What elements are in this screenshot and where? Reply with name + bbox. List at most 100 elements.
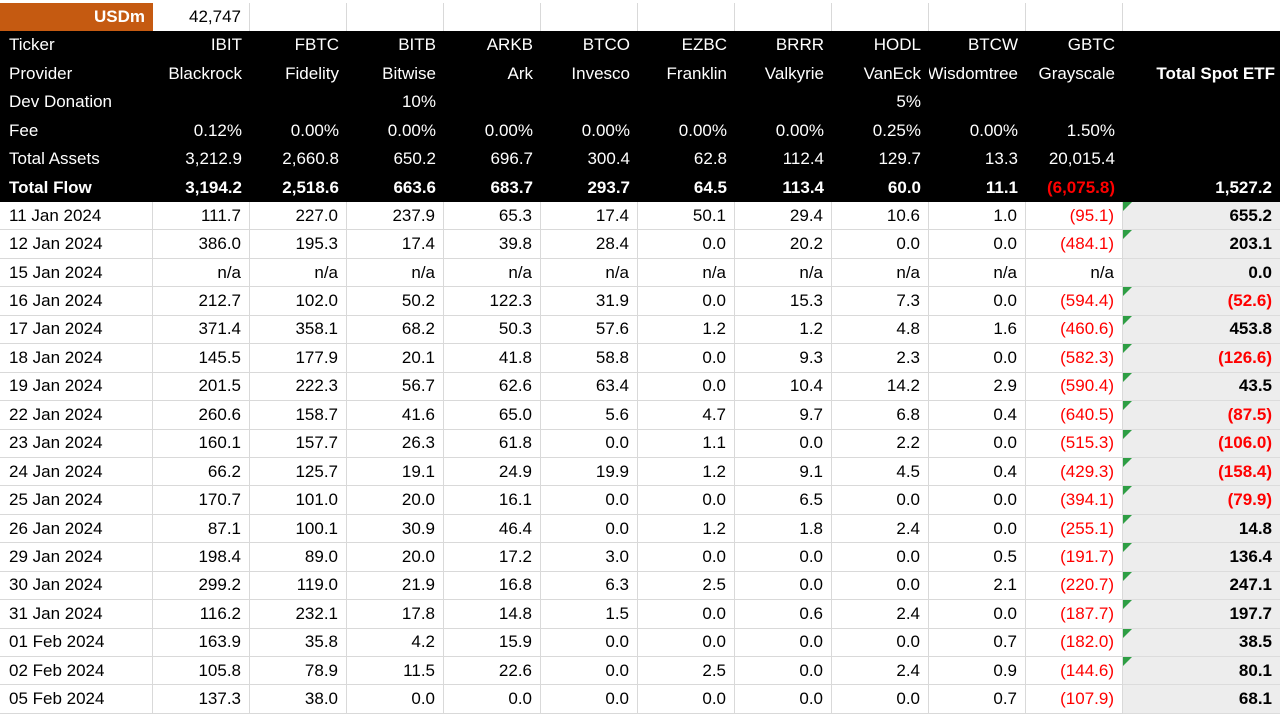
flow-cell[interactable]: 89.0	[250, 543, 347, 572]
flow-cell[interactable]: 6.5	[735, 486, 832, 515]
flow-cell[interactable]: 0.0	[832, 230, 929, 259]
flow-cell[interactable]: 0.0	[735, 571, 832, 601]
flow-cell[interactable]: 0.0	[735, 628, 832, 657]
flow-cell[interactable]: 0.0	[929, 514, 1026, 544]
fund-ticker-cell[interactable]: IBIT	[210, 35, 242, 55]
flow-cell[interactable]: 5.6	[541, 401, 638, 430]
flow-cell[interactable]: 46.4	[444, 514, 541, 544]
empty-cell[interactable]	[832, 3, 929, 31]
flow-cell[interactable]: 0.0	[832, 486, 929, 515]
flow-cell[interactable]: 102.0	[250, 287, 347, 316]
fund-ticker-cell[interactable]: BRRR	[775, 35, 824, 55]
flow-cell[interactable]: 26.3	[347, 429, 444, 458]
flow-cell[interactable]: 0.0	[638, 628, 735, 657]
empty-cell[interactable]	[444, 3, 541, 31]
flow-cell[interactable]: 0.0	[929, 429, 1026, 458]
flow-cell[interactable]: 0.0	[638, 486, 735, 515]
flow-cell[interactable]: 9.3	[735, 344, 832, 373]
flow-cell[interactable]: 20.0	[347, 543, 444, 572]
fund-total-flow-cell[interactable]: 3,194.2	[185, 177, 242, 197]
fund-total-flow-cell[interactable]: 11.1	[985, 177, 1018, 197]
row-total-cell[interactable]: (158.4)	[1123, 457, 1280, 487]
flow-cell[interactable]: 38.0	[250, 685, 347, 714]
flow-cell[interactable]: 0.6	[735, 600, 832, 629]
fund-ticker-cell[interactable]: HODL	[873, 35, 921, 55]
fund-dev-donation-cell[interactable]	[250, 88, 347, 117]
flow-cell[interactable]: (191.7)	[1026, 543, 1123, 572]
flow-cell[interactable]: (255.1)	[1026, 514, 1123, 544]
flow-cell[interactable]: 170.7	[153, 486, 250, 515]
flow-cell[interactable]: 10.4	[735, 372, 832, 402]
flow-cell[interactable]: 358.1	[250, 315, 347, 345]
flow-cell[interactable]: 16.1	[444, 486, 541, 515]
flow-cell[interactable]: 122.3	[444, 287, 541, 316]
flow-cell[interactable]: 227.0	[250, 202, 347, 231]
empty-cell[interactable]	[1123, 31, 1280, 60]
flow-cell[interactable]: 0.0	[832, 543, 929, 572]
flow-cell[interactable]: (515.3)	[1026, 429, 1123, 458]
flow-cell[interactable]: 19.1	[347, 457, 444, 487]
empty-cell[interactable]	[638, 3, 735, 31]
flow-cell[interactable]: 0.0	[929, 344, 1026, 373]
flow-cell[interactable]: 17.4	[347, 230, 444, 259]
date-cell[interactable]: 18 Jan 2024	[0, 344, 153, 373]
flow-cell[interactable]: 15.3	[735, 287, 832, 316]
flow-cell[interactable]: 6.3	[541, 571, 638, 601]
fund-dev-donation-cell[interactable]	[735, 88, 832, 117]
flow-cell[interactable]: (594.4)	[1026, 287, 1123, 316]
flow-cell[interactable]: 116.2	[153, 600, 250, 629]
fund-provider-cell[interactable]: Fidelity	[285, 63, 339, 83]
flow-cell[interactable]: 7.3	[832, 287, 929, 316]
fund-provider-cell[interactable]: Franklin	[666, 63, 727, 83]
fund-fee-cell[interactable]: 0.00%	[484, 120, 533, 140]
row-label-total-flow[interactable]: Total Flow	[9, 177, 92, 197]
flow-cell[interactable]: 201.5	[153, 372, 250, 402]
flow-cell[interactable]: 177.9	[250, 344, 347, 373]
fund-dev-donation-cell[interactable]	[929, 88, 1026, 117]
empty-cell[interactable]	[250, 3, 347, 31]
flow-cell[interactable]: (484.1)	[1026, 230, 1123, 259]
flow-cell[interactable]: 4.5	[832, 457, 929, 487]
flow-cell[interactable]: 163.9	[153, 628, 250, 657]
flow-cell[interactable]: 0.0	[735, 657, 832, 686]
row-total-cell[interactable]: 38.5	[1123, 628, 1280, 657]
date-cell[interactable]: 17 Jan 2024	[0, 315, 153, 345]
flow-cell[interactable]: 125.7	[250, 457, 347, 487]
fund-total-flow-cell[interactable]: 663.6	[393, 177, 436, 197]
flow-cell[interactable]: 0.0	[638, 600, 735, 629]
flow-cell[interactable]: 0.0	[832, 628, 929, 657]
flow-cell[interactable]: 212.7	[153, 287, 250, 316]
fund-fee-cell[interactable]: 0.00%	[290, 120, 339, 140]
flow-cell[interactable]: 1.2	[638, 457, 735, 487]
flow-cell[interactable]: 29.4	[735, 202, 832, 231]
flow-cell[interactable]: 0.0	[541, 657, 638, 686]
flow-cell[interactable]: 21.9	[347, 571, 444, 601]
flow-cell[interactable]: 15.9	[444, 628, 541, 657]
flow-cell[interactable]: 20.1	[347, 344, 444, 373]
flow-cell[interactable]: 260.6	[153, 401, 250, 430]
flow-cell[interactable]: 0.0	[444, 685, 541, 714]
date-cell[interactable]: 23 Jan 2024	[0, 429, 153, 458]
row-label-dev-donation[interactable]: Dev Donation	[9, 92, 113, 112]
empty-cell[interactable]	[735, 3, 832, 31]
flow-cell[interactable]: n/a	[1026, 258, 1123, 288]
flow-cell[interactable]: 0.0	[638, 372, 735, 402]
flow-cell[interactable]: n/a	[250, 258, 347, 288]
fund-total-flow-cell[interactable]: 293.7	[587, 177, 630, 197]
empty-cell[interactable]	[1123, 145, 1280, 174]
fund-total-flow-cell[interactable]: 2,518.6	[282, 177, 339, 197]
unit-cell[interactable]: USDm	[0, 3, 153, 31]
fund-dev-donation-cell[interactable]: 5%	[896, 92, 921, 112]
flow-cell[interactable]: (95.1)	[1026, 202, 1123, 231]
flow-cell[interactable]: 0.0	[638, 344, 735, 373]
flow-cell[interactable]: 20.2	[735, 230, 832, 259]
flow-cell[interactable]: 0.0	[929, 230, 1026, 259]
row-total-cell[interactable]: 136.4	[1123, 543, 1280, 572]
flow-cell[interactable]: 65.0	[444, 401, 541, 430]
flow-cell[interactable]: 1.2	[638, 315, 735, 345]
flow-cell[interactable]: 61.8	[444, 429, 541, 458]
row-total-cell[interactable]: 43.5	[1123, 372, 1280, 402]
flow-cell[interactable]: 87.1	[153, 514, 250, 544]
row-total-cell[interactable]: 197.7	[1123, 600, 1280, 629]
unit-value-cell[interactable]: 42,747	[153, 3, 250, 31]
